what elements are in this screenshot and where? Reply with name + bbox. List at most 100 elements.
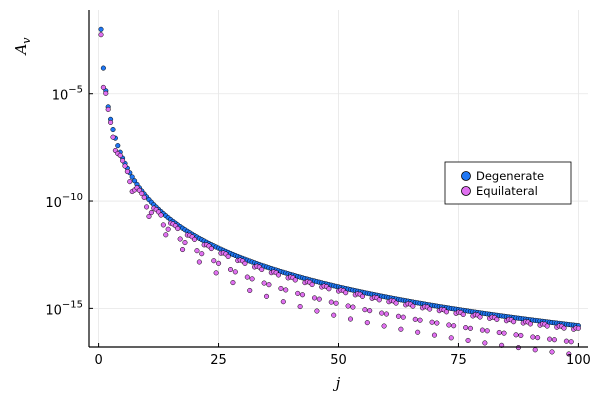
equilateral-point — [194, 248, 200, 254]
y-axis-label-sub: v — [20, 37, 33, 44]
equilateral-point — [316, 296, 322, 302]
equilateral-series — [98, 32, 581, 357]
equilateral-point — [350, 304, 356, 310]
equilateral-point — [532, 347, 538, 353]
equilateral-point — [299, 292, 306, 298]
equilateral-point — [451, 323, 457, 329]
y-tick-label: 10−5 — [52, 85, 83, 104]
equilateral-point — [309, 281, 315, 288]
equilateral-point — [343, 290, 349, 296]
equilateral-point — [208, 246, 214, 252]
equilateral-point — [314, 308, 320, 314]
equilateral-point — [463, 325, 469, 331]
y-axis-label: Av — [12, 37, 33, 57]
equilateral-point — [568, 339, 574, 345]
equilateral-point — [518, 332, 524, 338]
equilateral-point — [544, 323, 550, 329]
equilateral-point — [496, 329, 502, 336]
equilateral-point — [494, 316, 500, 322]
equilateral-point — [479, 327, 485, 333]
equilateral-point — [127, 179, 133, 185]
equilateral-point — [482, 340, 488, 346]
equilateral-point — [561, 325, 567, 331]
equilateral-point — [566, 351, 572, 357]
equilateral-point — [180, 246, 186, 253]
x-tick-label: 75 — [450, 353, 467, 368]
equilateral-point — [278, 285, 284, 292]
equilateral-point — [230, 280, 236, 286]
equilateral-point — [124, 169, 130, 175]
equilateral-point — [501, 330, 507, 336]
equilateral-point — [465, 337, 471, 344]
equilateral-point — [311, 295, 318, 301]
x-tick-label: 100 — [566, 353, 591, 368]
equilateral-point — [144, 204, 150, 210]
equilateral-point — [515, 345, 521, 351]
equilateral-point — [283, 287, 289, 293]
x-tick-labels: 0 25 50 75 100 — [94, 353, 590, 368]
equilateral-point — [400, 314, 406, 320]
equilateral-point — [362, 307, 368, 313]
x-axis-label: j — [333, 374, 341, 392]
equilateral-point — [575, 325, 581, 331]
degenerate-point — [98, 26, 104, 32]
equilateral-point — [244, 274, 250, 280]
equilateral-point — [263, 293, 270, 299]
equilateral-point — [563, 338, 569, 344]
equilateral-point — [163, 232, 169, 238]
equilateral-point — [182, 240, 188, 246]
equilateral-point — [199, 251, 205, 257]
equilateral-point — [484, 328, 490, 334]
degenerate-point — [132, 178, 138, 184]
equilateral-point — [431, 332, 438, 338]
equilateral-point — [367, 308, 373, 314]
y-tick-label: 10−10 — [45, 192, 83, 211]
equilateral-point — [120, 158, 126, 164]
equilateral-point — [328, 299, 334, 305]
equilateral-point — [280, 299, 286, 305]
equilateral-point — [225, 253, 231, 260]
x-tick-label: 25 — [210, 353, 227, 368]
degenerate-point — [129, 174, 135, 180]
equilateral-point — [446, 322, 452, 328]
equilateral-point — [177, 236, 183, 242]
svg-text:Av: Av — [12, 37, 33, 57]
equilateral-point — [364, 320, 370, 326]
equilateral-point — [148, 210, 154, 216]
y-tick-labels: 10−5 10−10 10−15 — [45, 85, 83, 319]
equilateral-point — [460, 311, 466, 318]
equilateral-point — [448, 335, 454, 341]
equilateral-point — [122, 163, 128, 169]
equilateral-point — [398, 326, 404, 332]
legend-label-equilateral: Equilateral — [476, 184, 538, 198]
y-axis-label-main: A — [12, 44, 30, 57]
equilateral-point — [158, 212, 164, 218]
equilateral-point — [381, 323, 387, 329]
equilateral-point — [417, 317, 423, 323]
degenerate-point — [100, 65, 106, 71]
equilateral-point — [477, 314, 483, 320]
legend-label-degenerate: Degenerate — [476, 169, 544, 183]
equilateral-point — [275, 272, 282, 278]
equilateral-point — [160, 222, 166, 228]
equilateral-point — [249, 276, 255, 282]
equilateral-point — [292, 277, 298, 283]
equilateral-point — [395, 313, 402, 319]
equilateral-point — [551, 337, 557, 343]
x-tick-label: 50 — [330, 353, 347, 368]
equilateral-point — [393, 300, 399, 306]
equilateral-point — [117, 152, 123, 158]
equilateral-point — [443, 309, 450, 315]
equilateral-point — [345, 303, 351, 309]
equilateral-point — [232, 269, 238, 275]
equilateral-point — [412, 316, 418, 322]
equilateral-point — [297, 304, 303, 310]
equilateral-point — [216, 260, 222, 266]
equilateral-point — [100, 84, 106, 90]
equilateral-point — [98, 32, 104, 38]
equilateral-point — [530, 334, 536, 340]
equilateral-point — [108, 119, 114, 125]
grid — [89, 10, 588, 347]
equilateral-point — [213, 270, 219, 276]
